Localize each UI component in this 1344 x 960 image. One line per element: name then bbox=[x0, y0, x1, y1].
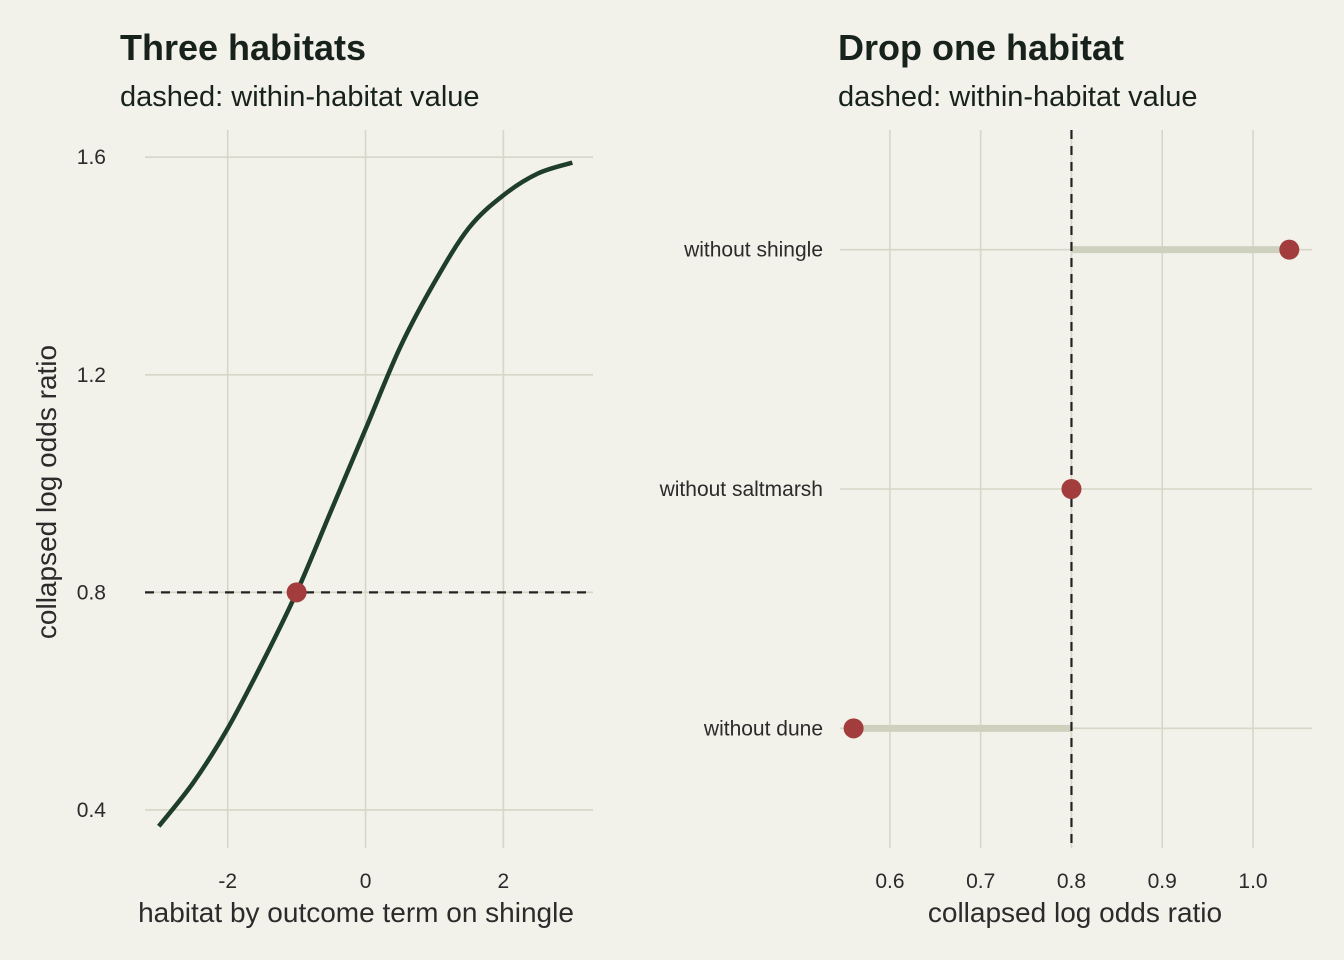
left-tick-labels: -2 0 2 0.4 0.8 1.2 1.6 bbox=[77, 146, 509, 893]
left-x-tick-label: 2 bbox=[498, 870, 510, 893]
left-x-axis-label: habitat by outcome term on shingle bbox=[138, 897, 574, 928]
right-data-point bbox=[843, 718, 864, 739]
right-x-tick-label: 0.7 bbox=[966, 870, 995, 893]
left-chart-title: Three habitats bbox=[120, 27, 366, 68]
left-highlight-point bbox=[286, 582, 307, 603]
left-chart-panel: Three habitats dashed: within-habitat va… bbox=[31, 27, 593, 928]
right-point-group bbox=[843, 239, 1300, 739]
right-chart-panel: Drop one habitat dashed: within-habitat … bbox=[659, 27, 1312, 928]
right-segment-group bbox=[853, 246, 1290, 732]
left-y-tick-label: 1.2 bbox=[77, 364, 106, 387]
right-category-label: without shingle bbox=[683, 239, 823, 262]
right-data-point bbox=[1061, 479, 1082, 499]
right-tick-labels: without shingle without saltmarsh without … bbox=[659, 239, 1268, 893]
left-chart-subtitle: dashed: within-habitat value bbox=[120, 81, 480, 113]
right-x-tick-label: 0.9 bbox=[1148, 870, 1177, 893]
left-gridlines bbox=[145, 130, 593, 848]
left-x-tick-label: -2 bbox=[218, 870, 237, 893]
right-chart-title: Drop one habitat bbox=[838, 27, 1124, 68]
right-x-axis-label: collapsed log odds ratio bbox=[928, 897, 1222, 928]
left-series-line bbox=[157, 160, 573, 828]
right-x-tick-label: 0.8 bbox=[1057, 870, 1086, 893]
left-point-group bbox=[286, 582, 307, 603]
right-x-tick-label: 0.6 bbox=[875, 870, 904, 893]
left-y-axis-label: collapsed log odds ratio bbox=[31, 345, 62, 639]
left-series-group bbox=[157, 160, 573, 828]
right-data-point bbox=[1279, 239, 1300, 260]
left-x-tick-label: 0 bbox=[360, 870, 372, 893]
left-y-tick-label: 1.6 bbox=[77, 146, 106, 169]
right-category-label: without saltmarsh bbox=[659, 478, 823, 501]
right-category-label: without dune bbox=[703, 717, 823, 740]
right-x-tick-label: 1.0 bbox=[1238, 870, 1267, 893]
left-y-tick-label: 0.4 bbox=[77, 799, 107, 822]
left-y-tick-label: 0.8 bbox=[77, 581, 106, 604]
right-chart-subtitle: dashed: within-habitat value bbox=[838, 81, 1198, 113]
